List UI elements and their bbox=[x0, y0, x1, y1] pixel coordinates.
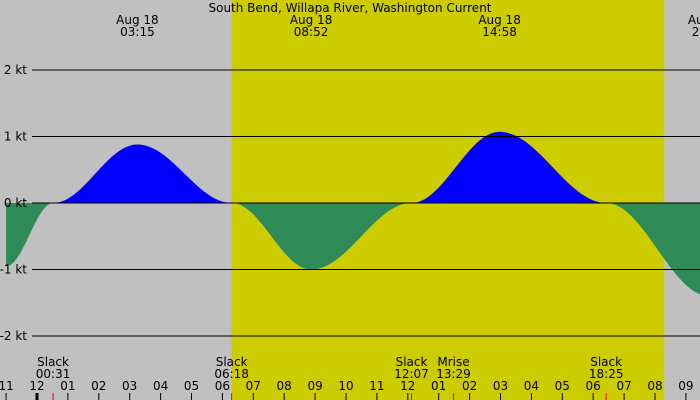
ebb-area bbox=[6, 203, 54, 267]
extreme-time-label: 14:58 bbox=[482, 25, 517, 39]
current-areas bbox=[6, 131, 700, 295]
x-tick-label: 04 bbox=[524, 379, 539, 393]
event-time-label: 13:29 bbox=[436, 367, 471, 381]
x-tick-label: 07 bbox=[616, 379, 631, 393]
x-tick-label: 09 bbox=[307, 379, 322, 393]
x-tick-label: 05 bbox=[184, 379, 199, 393]
x-tick-label: 01 bbox=[431, 379, 446, 393]
event-time-label: 06:18 bbox=[214, 367, 249, 381]
y-tick-label: 1 kt bbox=[4, 130, 27, 144]
event-name-label: Slack bbox=[37, 355, 69, 369]
extreme-date-label: Aug 18 bbox=[116, 13, 159, 27]
event-time-label: 12:07 bbox=[394, 367, 429, 381]
x-tick-label: 10 bbox=[338, 379, 353, 393]
y-tick-label: 0 kt bbox=[4, 196, 27, 210]
y-tick-label: -1 kt bbox=[0, 263, 27, 277]
x-tick-label: 12 bbox=[29, 379, 44, 393]
y-tick-label: -2 kt bbox=[0, 329, 27, 343]
extreme-date-label: Aug 18 bbox=[290, 13, 333, 27]
event-name-label: Slack bbox=[216, 355, 248, 369]
chart-title: South Bend, Willapa River, Washington Cu… bbox=[208, 1, 491, 15]
x-axis: 11 12 01 02 03 04 05 06 07 08 09 10 11 12 01 02 03 04 05 06… bbox=[0, 379, 694, 400]
x-tick-label: 08 bbox=[277, 379, 292, 393]
x-tick-label: 11 bbox=[369, 379, 384, 393]
x-tick-label: 12 bbox=[400, 379, 415, 393]
flood-area bbox=[411, 131, 607, 203]
event-time-label: 00:31 bbox=[36, 367, 71, 381]
x-tick-label: 04 bbox=[153, 379, 168, 393]
event-name-label: Mrise bbox=[437, 355, 469, 369]
extreme-date-label: Aug 18 bbox=[478, 13, 521, 27]
x-tick-label: 05 bbox=[555, 379, 570, 393]
x-tick-label: 01 bbox=[60, 379, 75, 393]
extreme-date-label: Aug 18 bbox=[688, 13, 700, 27]
y-axis-labels: 2 kt 1 kt 0 kt -1 kt -2 kt bbox=[0, 63, 27, 343]
x-tick-label: 09 bbox=[678, 379, 693, 393]
flood-area bbox=[53, 144, 232, 203]
x-tick-label: 02 bbox=[462, 379, 477, 393]
event-name-label: Slack bbox=[396, 355, 428, 369]
event-labels: Slack00:31Slack06:18Slack12:07Mrise13:29… bbox=[36, 355, 624, 381]
extreme-time-label: 21:45 bbox=[692, 25, 700, 39]
x-tick-label: 08 bbox=[647, 379, 662, 393]
extreme-time-label: 08:52 bbox=[294, 25, 329, 39]
ebb-area bbox=[231, 203, 412, 270]
extreme-time-label: 03:15 bbox=[120, 25, 155, 39]
x-tick-label: 06 bbox=[586, 379, 601, 393]
x-tick-label: 06 bbox=[215, 379, 230, 393]
event-name-label: Slack bbox=[590, 355, 622, 369]
gridlines bbox=[32, 69, 700, 337]
x-tick-label: 02 bbox=[91, 379, 106, 393]
event-time-label: 18:25 bbox=[589, 367, 624, 381]
x-tick-label: 07 bbox=[246, 379, 261, 393]
x-tick-label: 03 bbox=[493, 379, 508, 393]
y-tick-label: 2 kt bbox=[4, 63, 27, 77]
ebb-area bbox=[606, 203, 700, 295]
x-tick-label: 03 bbox=[122, 379, 137, 393]
x-tick-label: 11 bbox=[0, 379, 14, 393]
